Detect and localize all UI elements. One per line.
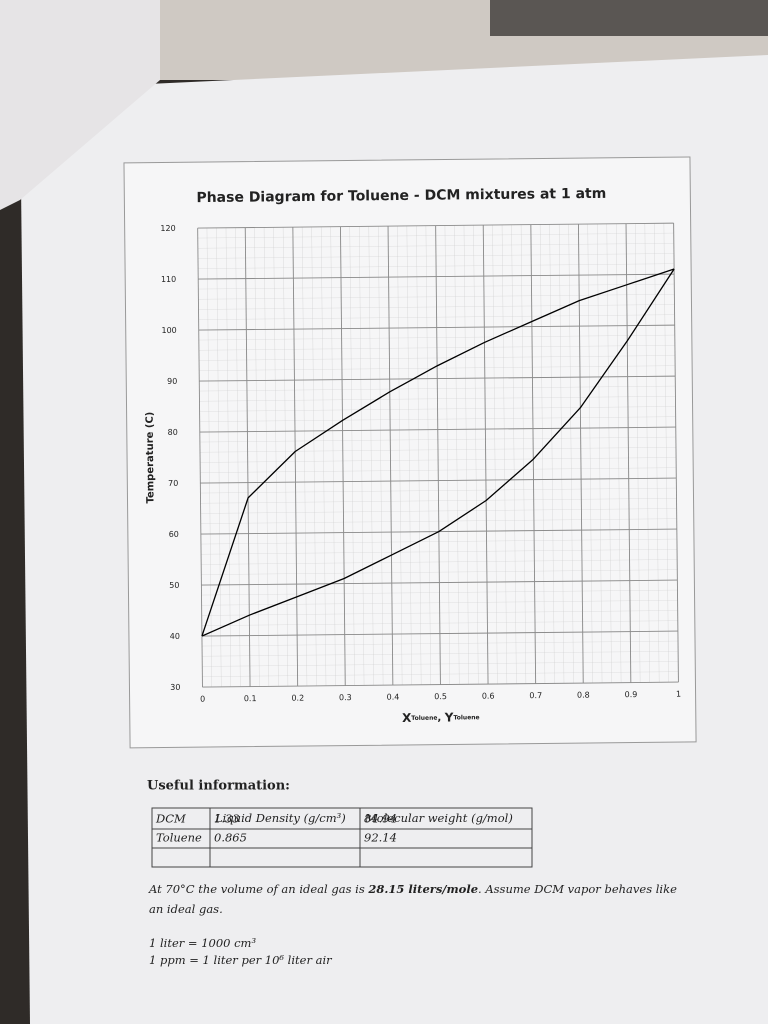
conversion: 1 ppm = 1 liter per 10⁶ liter air xyxy=(149,953,333,967)
grid-line xyxy=(244,227,251,687)
paper-corner xyxy=(0,0,160,210)
x-tick-label: 0.8 xyxy=(577,691,590,700)
grid-line xyxy=(482,225,489,685)
x-tick-label: 0.2 xyxy=(291,694,304,703)
table-cell: 0.865 xyxy=(214,831,247,845)
y-tick-label: 30 xyxy=(170,683,180,692)
curve xyxy=(201,268,675,637)
x-tick-label: 0.3 xyxy=(339,693,352,702)
grid-line xyxy=(435,225,441,685)
table-header: Liquid Density (g/cm³) xyxy=(214,811,346,825)
y-tick-label: 80 xyxy=(168,428,178,437)
document: Useful information: Liquid Density (g/cm³… xyxy=(147,779,677,968)
note: At 70°C the volume of an ideal gas is 28… xyxy=(148,882,677,896)
x-tick-label: 1 xyxy=(676,690,681,699)
x-tick-label: 0.5 xyxy=(434,692,447,701)
grid-line xyxy=(530,224,537,684)
grid-line xyxy=(625,223,632,683)
x-tick-label: 0.1 xyxy=(244,694,257,703)
grid-line xyxy=(387,226,394,686)
chart-title: Phase Diagram for Toluene - DCM mixtures… xyxy=(196,186,606,206)
y-tick-label: 90 xyxy=(167,377,177,386)
x-tick-label: 0 xyxy=(200,695,205,704)
x-axis-label-part: Y xyxy=(444,710,454,724)
note: an ideal gas. xyxy=(149,902,223,916)
x-tick-label: 0.9 xyxy=(625,690,638,699)
x-tick-label: 0.7 xyxy=(529,691,542,700)
y-tick-label: 120 xyxy=(160,224,175,233)
trackpad xyxy=(490,0,768,36)
y-tick-label: 70 xyxy=(168,479,178,488)
chart: Phase Diagram for Toluene - DCM mixtures… xyxy=(123,156,697,749)
curve xyxy=(201,268,675,637)
table-cell: 92.14 xyxy=(364,831,397,845)
x-axis-label-part: Toluene xyxy=(453,714,479,721)
y-tick-label: 100 xyxy=(161,326,176,335)
y-tick-label: 50 xyxy=(169,581,179,590)
table-frame xyxy=(151,807,533,868)
x-tick-label: 0.6 xyxy=(482,692,495,701)
table-cell: 84.94 xyxy=(364,812,397,826)
conversion: 1 liter = 1000 cm³ xyxy=(149,936,256,950)
y-tick-label: 60 xyxy=(169,530,179,539)
y-tick-label: 110 xyxy=(161,275,176,284)
x-tick-label: 0.4 xyxy=(387,693,400,702)
grid-line xyxy=(197,228,203,688)
y-axis-label: Temperature (C) xyxy=(145,412,157,504)
x-axis-label-part: X xyxy=(402,710,412,724)
y-tick-label: 40 xyxy=(170,632,180,641)
grid-line xyxy=(340,226,346,686)
note-part: At 70°C the volume of an ideal gas is xyxy=(148,882,368,896)
note-part: . Assume DCM vapor behaves like xyxy=(478,882,677,896)
heading: Useful information: xyxy=(147,779,290,794)
grid-line xyxy=(673,223,679,683)
x-axis-label-part: Toluene xyxy=(411,714,437,721)
note-part: 28.15 liters/mole xyxy=(367,882,478,896)
x-axis-label-part: , xyxy=(437,713,444,724)
table-cell: 1.33 xyxy=(214,812,240,826)
grid-line xyxy=(292,227,299,687)
table-header: Molecular weight (g/mol) xyxy=(364,811,513,825)
table-cell: DCM xyxy=(155,812,187,826)
x-axis-label: XToluene, YToluene xyxy=(402,710,480,725)
table-cell: Toluene xyxy=(156,831,202,845)
